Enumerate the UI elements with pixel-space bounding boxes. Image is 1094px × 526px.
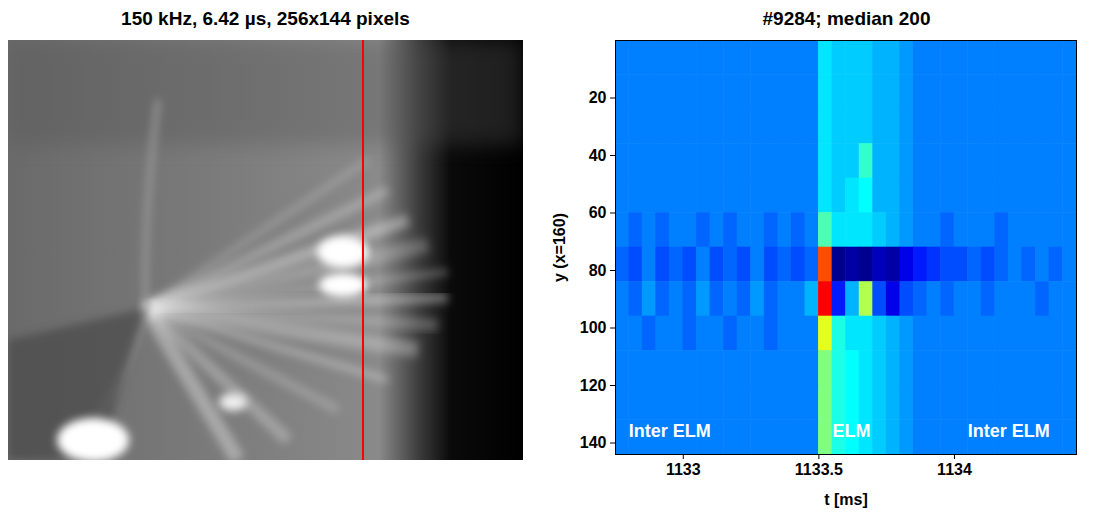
html-text:#9284; median 200: #9284; median 200 <box>762 8 931 29</box>
svg-text:t [ms]: t [ms] <box>824 491 868 508</box>
svg-text:20: 20 <box>589 89 607 106</box>
html-text:150 kHz, 6.42 µs, 256x144 pixe: 150 kHz, 6.42 µs, 256x144 pixels <box>121 8 410 29</box>
svg-text:80: 80 <box>589 262 607 279</box>
svg-text:1133: 1133 <box>666 461 701 478</box>
svg-text:60: 60 <box>589 204 607 221</box>
svg-text:Inter ELM: Inter ELM <box>968 421 1050 441</box>
svg-text:y (x=160): y (x=160) <box>551 213 568 282</box>
svg-text:ELM: ELM <box>832 421 870 441</box>
svg-text:100: 100 <box>580 319 607 336</box>
svg-text:140: 140 <box>580 434 607 451</box>
svg-text:1134: 1134 <box>937 461 972 478</box>
svg-text:1133.5: 1133.5 <box>795 461 843 478</box>
svg-text:120: 120 <box>580 377 607 394</box>
svg-text:40: 40 <box>589 147 607 164</box>
svg-text:Inter ELM: Inter ELM <box>629 421 711 441</box>
